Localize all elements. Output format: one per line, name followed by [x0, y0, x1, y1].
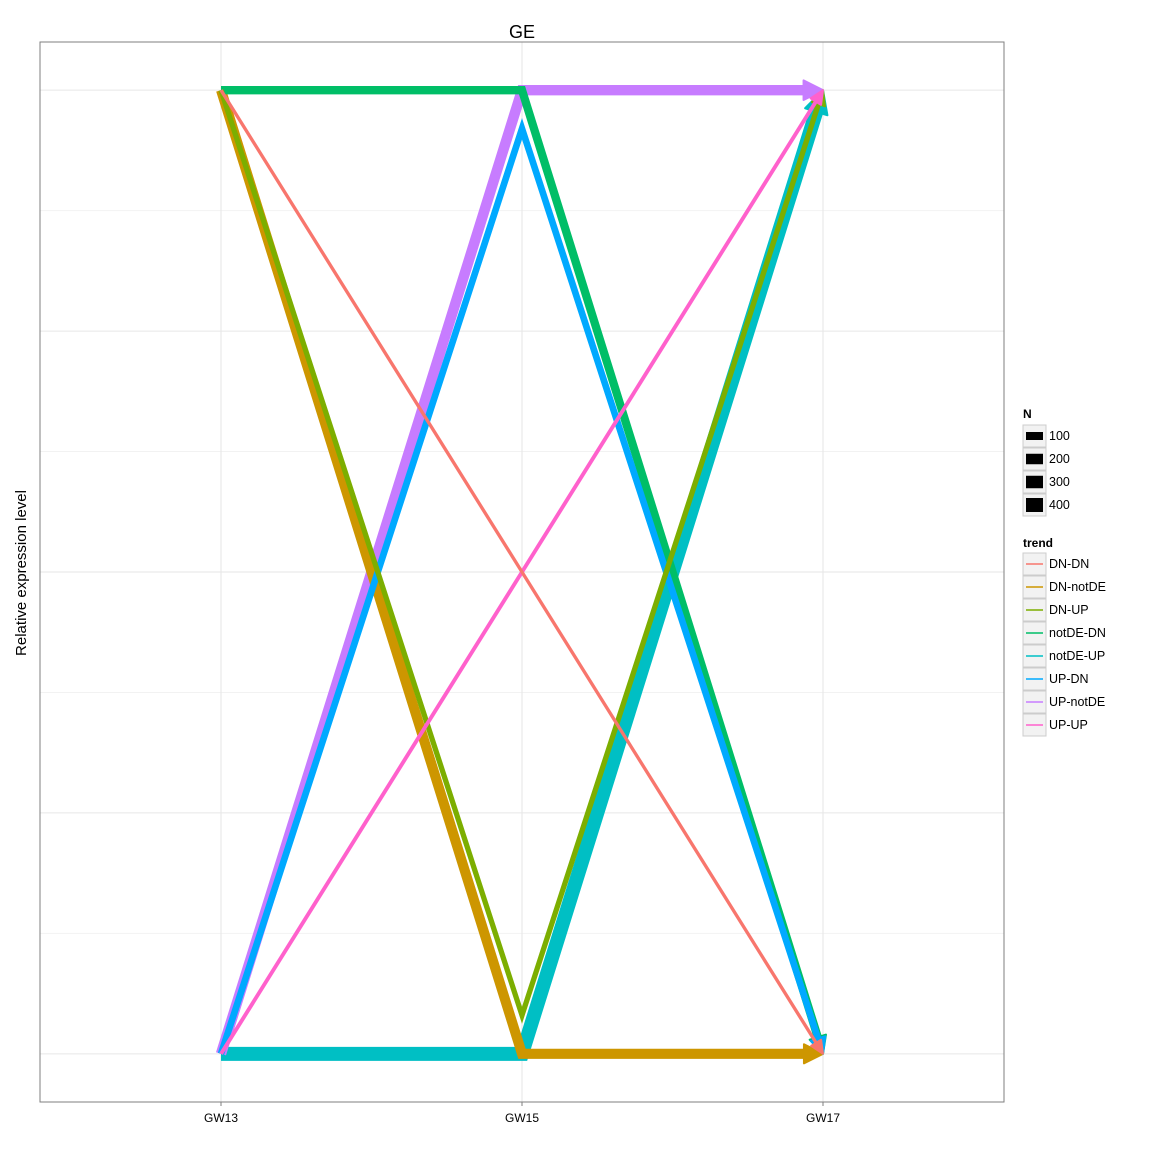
series-arrowhead [810, 1038, 824, 1055]
x-axis-ticks: GW13 GW15 GW17 [204, 1102, 840, 1125]
legend-size: N 100 200 300 400 [1022, 407, 1070, 517]
plot-panel [39, 41, 1005, 1103]
legend-trend-label: DN-notDE [1049, 580, 1106, 594]
legend-trend: trend DN-DN DN-notDE DN-UP notDE-DN notDE-UP… [1022, 536, 1106, 737]
x-tick-label: GW15 [505, 1111, 539, 1125]
series-line [221, 86, 824, 1046]
legend-size-label: 100 [1049, 429, 1070, 443]
series-dn-notde [216, 88, 824, 1065]
legend-size-label: 400 [1049, 498, 1070, 512]
series-line [217, 117, 824, 1055]
series-arrowhead [802, 79, 824, 101]
legend-trend-title: trend [1023, 536, 1053, 550]
legend-size-label: 200 [1049, 452, 1070, 466]
y-axis-label: Relative expression level [13, 490, 30, 656]
legend-size-label: 300 [1049, 475, 1070, 489]
series-line [216, 88, 812, 1059]
legend-trend-label: UP-notDE [1049, 695, 1105, 709]
legend-trend-label: notDE-DN [1049, 626, 1106, 640]
legend-size-entries: 100 200 300 400 [1022, 424, 1070, 517]
legend-size-title: N [1023, 407, 1032, 421]
chart-title: GE [509, 22, 535, 42]
legend-trend-label: DN-UP [1049, 603, 1089, 617]
series-line [219, 89, 821, 1049]
series-layer [215, 79, 829, 1065]
series-arrowhead [802, 1043, 824, 1065]
legend-trend-entries: DN-DN DN-notDE DN-UP notDE-DN notDE-UP UP-DN U… [1022, 552, 1106, 737]
x-tick-label: GW13 [204, 1111, 238, 1125]
legend-trend-label: UP-DN [1049, 672, 1089, 686]
series-line [218, 89, 823, 1024]
legend-trend-label: DN-DN [1049, 557, 1089, 571]
legend-trend-label: notDE-UP [1049, 649, 1105, 663]
x-tick-label: GW17 [806, 1111, 840, 1125]
series-arrowhead [809, 89, 824, 106]
legend-trend-label: UP-UP [1049, 718, 1088, 732]
series-dn-dn [219, 89, 824, 1055]
